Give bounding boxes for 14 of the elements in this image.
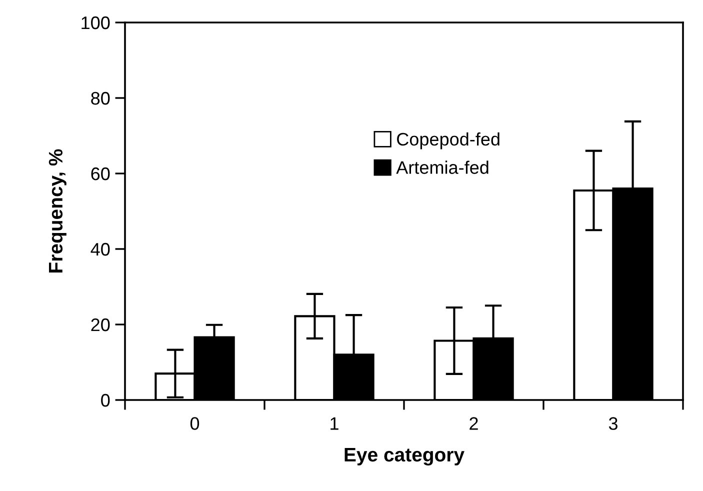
x-axis-title: Eye category [344, 448, 464, 466]
y-tick-label: 60 [91, 167, 110, 180]
y-tick-label: 0 [101, 394, 110, 407]
legend-label: Artemia-fed [396, 160, 488, 174]
x-tick-label: 1 [330, 417, 338, 430]
y-tick-label: 80 [91, 92, 110, 105]
x-tick-label: 0 [190, 417, 200, 430]
y-axis-title: Frequency, % [48, 149, 66, 272]
x-tick-label: 3 [608, 417, 618, 430]
x-tick-label: 2 [470, 417, 478, 430]
y-tick-label: 20 [91, 318, 110, 332]
legend-label: Copepod-fed [397, 132, 500, 150]
y-tick-label: 100 [82, 16, 110, 30]
y-tick-label: 40 [90, 242, 110, 256]
